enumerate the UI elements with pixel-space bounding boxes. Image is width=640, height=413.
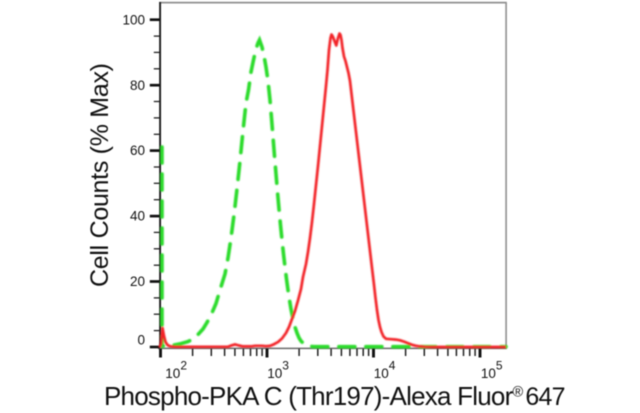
svg-text:40: 40 [130, 209, 145, 224]
svg-text:100: 100 [122, 12, 145, 27]
svg-text:Cell Counts (% Max): Cell Counts (% Max) [86, 63, 114, 287]
svg-text:60: 60 [130, 143, 145, 158]
svg-text:103: 103 [267, 359, 289, 381]
svg-text:20: 20 [130, 274, 145, 289]
svg-text:104: 104 [374, 359, 396, 381]
svg-text:102: 102 [165, 359, 187, 381]
svg-text:80: 80 [130, 78, 145, 93]
svg-text:Phospho-PKA C (Thr197)-Alexa F: Phospho-PKA C (Thr197)-Alexa Fluor® 647 [104, 381, 565, 411]
svg-text:105: 105 [481, 359, 503, 381]
svg-text:0: 0 [137, 332, 145, 347]
